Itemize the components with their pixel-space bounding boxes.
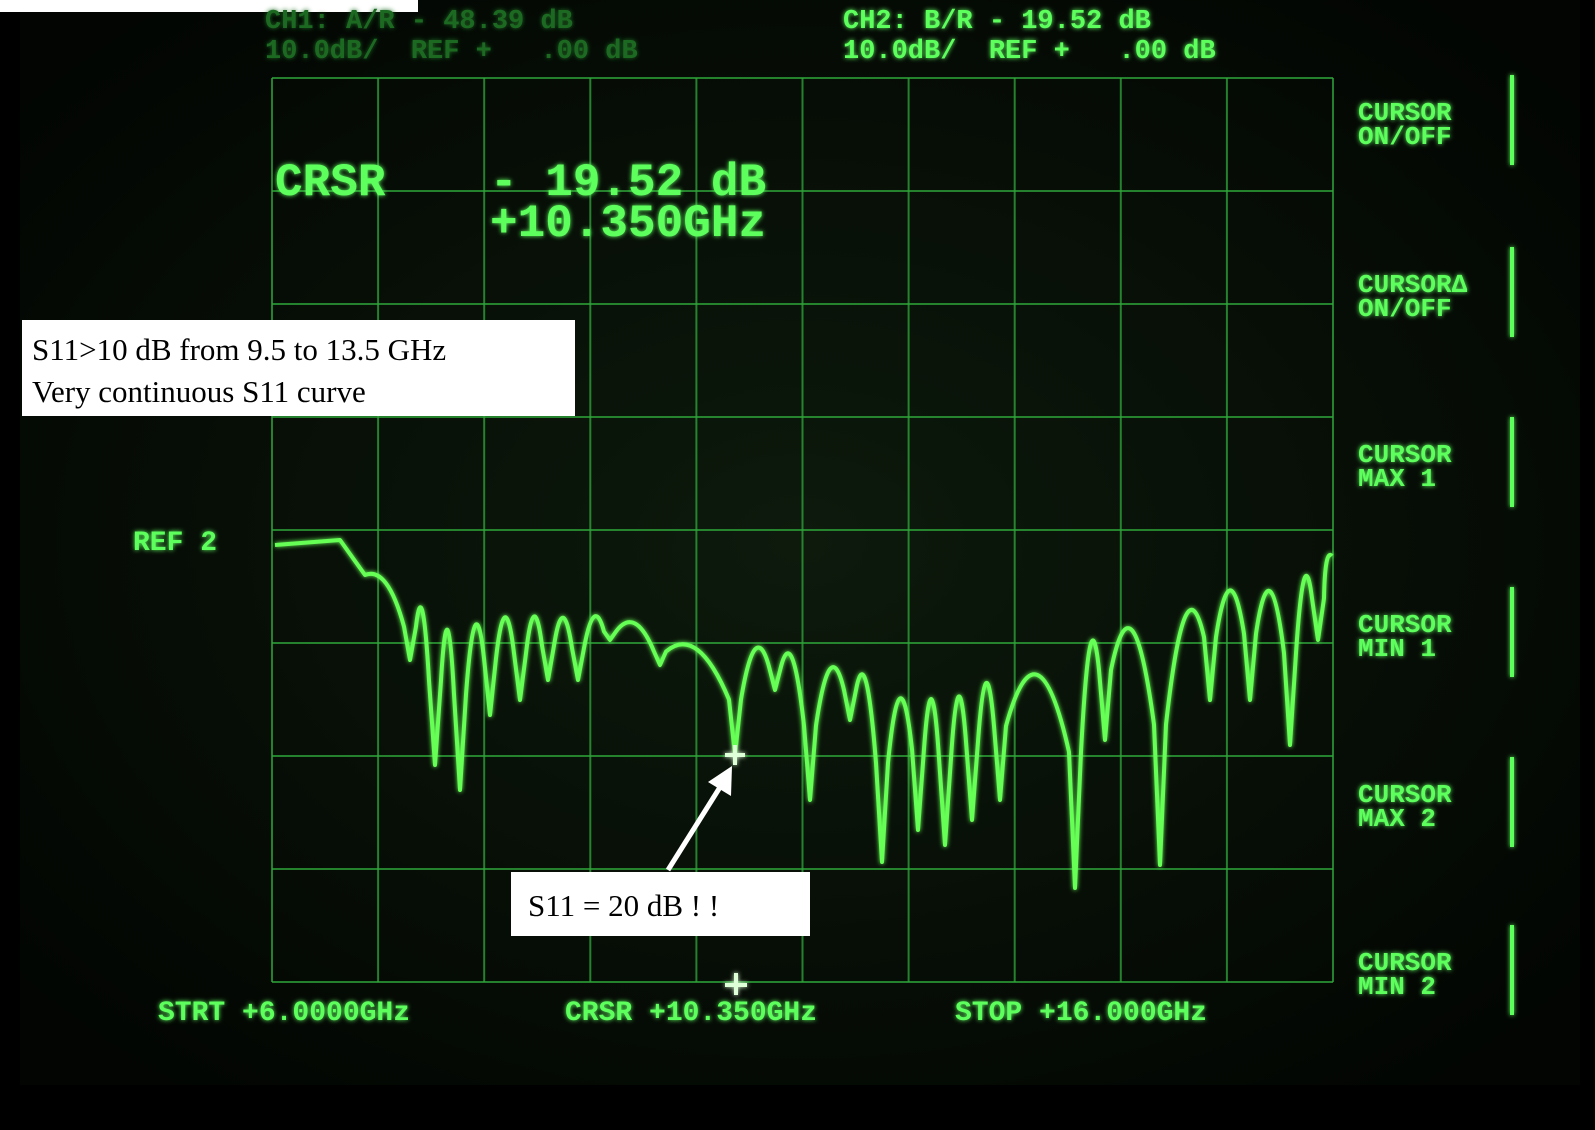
reference-marker: REF 2 [133, 528, 217, 559]
stop-frequency: STOP +16.000GHz [955, 998, 1207, 1029]
start-frequency: STRT +6.0000GHz [158, 998, 410, 1029]
cursor-frequency: +10.350GHz [490, 198, 766, 250]
ch2-line1: CH2: B/R - 19.52 dB [843, 7, 1151, 37]
softkey-label: MAX 1 [1358, 464, 1436, 494]
softkey-label: ON/OFF [1358, 294, 1452, 324]
softkey-label: MIN 2 [1358, 972, 1436, 1002]
softkey-label: MAX 2 [1358, 804, 1436, 834]
softkey-label: ON/OFF [1358, 122, 1452, 152]
cursor-frequency-footer: CRSR +10.350GHz [565, 998, 817, 1029]
ch1-line2: 10.0dB/ REF + .00 dB [265, 37, 638, 67]
ch2-line2: 10.0dB/ REF + .00 dB [843, 37, 1216, 67]
annotation-line: S11>10 dB from 9.5 to 13.5 GHz [32, 332, 446, 367]
annotation-line: Very continuous S11 curve [32, 374, 366, 409]
annotation-text: S11 = 20 dB ! ! [528, 888, 719, 923]
softkey-label: MIN 1 [1358, 634, 1436, 664]
ch1-line1: CH1: A/R - 48.39 dB [265, 7, 573, 37]
screenshot: CH1: A/R - 48.39 dB 10.0dB/ REF + .00 dB… [0, 0, 1595, 1130]
cursor-label: CRSR [275, 157, 386, 209]
